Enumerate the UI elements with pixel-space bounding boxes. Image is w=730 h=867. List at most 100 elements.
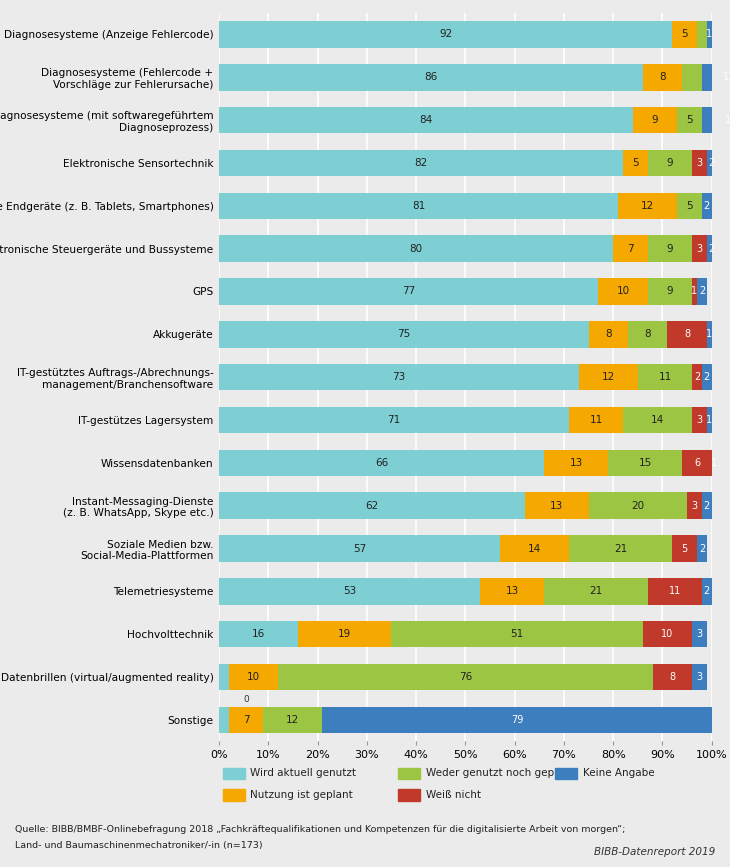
Text: 8: 8 xyxy=(659,72,666,82)
Text: 1: 1 xyxy=(706,415,712,425)
Bar xyxy=(707,407,712,434)
Bar xyxy=(692,235,707,262)
Text: 2: 2 xyxy=(699,286,705,297)
Bar xyxy=(643,621,692,648)
Bar xyxy=(264,707,323,733)
Text: 2: 2 xyxy=(704,372,710,382)
Text: 20: 20 xyxy=(631,500,645,511)
Bar xyxy=(298,621,391,648)
Text: BIBB-Datenreport 2019: BIBB-Datenreport 2019 xyxy=(594,846,715,857)
Bar xyxy=(692,407,707,434)
Bar xyxy=(219,278,599,304)
Bar xyxy=(569,407,623,434)
Bar xyxy=(219,450,545,476)
Text: 8: 8 xyxy=(684,329,690,339)
Bar xyxy=(692,664,707,690)
Text: 11: 11 xyxy=(669,586,681,596)
Bar xyxy=(702,64,730,90)
Bar xyxy=(588,492,687,519)
Text: 2: 2 xyxy=(694,372,700,382)
Bar xyxy=(219,707,229,733)
Bar xyxy=(599,278,648,304)
Bar xyxy=(648,278,692,304)
Bar xyxy=(672,535,697,562)
Text: Nutzung ist geplant: Nutzung ist geplant xyxy=(250,790,353,800)
Text: 66: 66 xyxy=(375,458,388,468)
Bar xyxy=(702,492,712,519)
Bar xyxy=(672,21,697,48)
Bar xyxy=(648,578,702,604)
Text: 13: 13 xyxy=(550,500,563,511)
Bar xyxy=(707,21,712,48)
Bar xyxy=(692,364,702,390)
Text: Weder genutzt noch geplant: Weder genutzt noch geplant xyxy=(426,768,574,779)
Text: 86: 86 xyxy=(424,72,437,82)
Text: 8: 8 xyxy=(645,329,651,339)
Bar xyxy=(702,107,730,134)
Bar xyxy=(648,150,692,176)
Bar xyxy=(623,407,692,434)
Text: 79: 79 xyxy=(511,715,523,725)
Text: 5: 5 xyxy=(686,201,693,211)
Text: 9: 9 xyxy=(666,158,673,168)
Text: 15: 15 xyxy=(639,458,652,468)
Text: 84: 84 xyxy=(419,115,433,125)
Text: 12: 12 xyxy=(641,201,654,211)
Text: 1: 1 xyxy=(706,29,712,39)
Bar xyxy=(667,321,707,348)
Text: 80: 80 xyxy=(410,244,423,254)
Text: 12: 12 xyxy=(726,115,730,125)
Text: 3: 3 xyxy=(696,244,702,254)
Text: 10: 10 xyxy=(247,672,260,682)
Bar xyxy=(278,664,653,690)
Text: Weiß nicht: Weiß nicht xyxy=(426,790,480,800)
Bar xyxy=(648,235,692,262)
Text: 82: 82 xyxy=(415,158,428,168)
Bar xyxy=(391,621,643,648)
Bar xyxy=(677,192,702,219)
Text: 77: 77 xyxy=(402,286,415,297)
Text: 12: 12 xyxy=(286,715,299,725)
Text: 14: 14 xyxy=(528,544,541,553)
Text: 16: 16 xyxy=(252,629,265,639)
Text: 3: 3 xyxy=(691,500,698,511)
Text: 13: 13 xyxy=(506,586,519,596)
Text: 0: 0 xyxy=(243,695,249,704)
Bar xyxy=(707,150,717,176)
Bar xyxy=(702,364,712,390)
Bar xyxy=(608,450,683,476)
Bar xyxy=(219,535,500,562)
Bar xyxy=(480,578,545,604)
Bar xyxy=(219,492,525,519)
Bar xyxy=(702,578,712,604)
Bar xyxy=(712,450,717,476)
Bar xyxy=(628,321,667,348)
Text: 13: 13 xyxy=(569,458,583,468)
Text: 5: 5 xyxy=(632,158,639,168)
Bar xyxy=(545,450,608,476)
Text: 14: 14 xyxy=(651,415,664,425)
Bar xyxy=(219,21,672,48)
Text: 92: 92 xyxy=(439,29,453,39)
Bar xyxy=(229,664,278,690)
Bar xyxy=(692,278,697,304)
Text: 2: 2 xyxy=(704,500,710,511)
Text: 5: 5 xyxy=(682,544,688,553)
Bar xyxy=(707,235,717,262)
Bar xyxy=(613,235,648,262)
Bar xyxy=(219,150,623,176)
Bar xyxy=(219,107,633,134)
Text: 2: 2 xyxy=(709,244,715,254)
Bar xyxy=(653,664,692,690)
Text: 2: 2 xyxy=(704,201,710,211)
Bar xyxy=(219,407,569,434)
Bar xyxy=(219,64,643,90)
Text: Land- und Baumaschinenmechatroniker/-in (n=173): Land- und Baumaschinenmechatroniker/-in … xyxy=(15,841,262,850)
Text: 73: 73 xyxy=(392,372,405,382)
Bar xyxy=(219,192,618,219)
Text: 3: 3 xyxy=(696,629,702,639)
Text: 1: 1 xyxy=(706,329,712,339)
Bar xyxy=(219,664,229,690)
Text: 7: 7 xyxy=(627,244,634,254)
Bar xyxy=(633,107,677,134)
